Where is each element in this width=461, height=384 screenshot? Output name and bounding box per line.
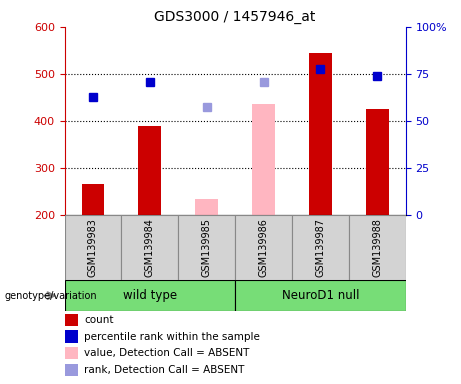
Bar xyxy=(65,347,78,359)
Text: GSM139986: GSM139986 xyxy=(259,218,269,277)
Text: GSM139988: GSM139988 xyxy=(372,218,382,277)
Bar xyxy=(65,330,78,343)
Text: GSM139984: GSM139984 xyxy=(145,218,155,277)
Text: NeuroD1 null: NeuroD1 null xyxy=(282,289,359,302)
Text: percentile rank within the sample: percentile rank within the sample xyxy=(84,332,260,342)
Bar xyxy=(349,215,406,280)
Bar xyxy=(195,199,218,215)
Bar xyxy=(178,215,235,280)
Text: genotype/variation: genotype/variation xyxy=(5,291,97,301)
Text: GSM139983: GSM139983 xyxy=(88,218,98,277)
Bar xyxy=(252,104,275,215)
Text: wild type: wild type xyxy=(123,289,177,302)
Text: value, Detection Call = ABSENT: value, Detection Call = ABSENT xyxy=(84,348,249,358)
Bar xyxy=(82,184,104,215)
Text: GSM139985: GSM139985 xyxy=(201,218,212,277)
Bar xyxy=(65,280,235,311)
Bar xyxy=(309,53,332,215)
Bar xyxy=(65,364,78,376)
Bar xyxy=(292,215,349,280)
Bar xyxy=(138,126,161,215)
Title: GDS3000 / 1457946_at: GDS3000 / 1457946_at xyxy=(154,10,316,25)
Text: GSM139987: GSM139987 xyxy=(315,218,325,277)
Bar xyxy=(65,314,78,326)
Text: count: count xyxy=(84,315,113,325)
Bar xyxy=(366,109,389,215)
Bar xyxy=(121,215,178,280)
Bar xyxy=(65,215,121,280)
Bar xyxy=(235,215,292,280)
Bar xyxy=(235,280,406,311)
Text: rank, Detection Call = ABSENT: rank, Detection Call = ABSENT xyxy=(84,365,244,375)
